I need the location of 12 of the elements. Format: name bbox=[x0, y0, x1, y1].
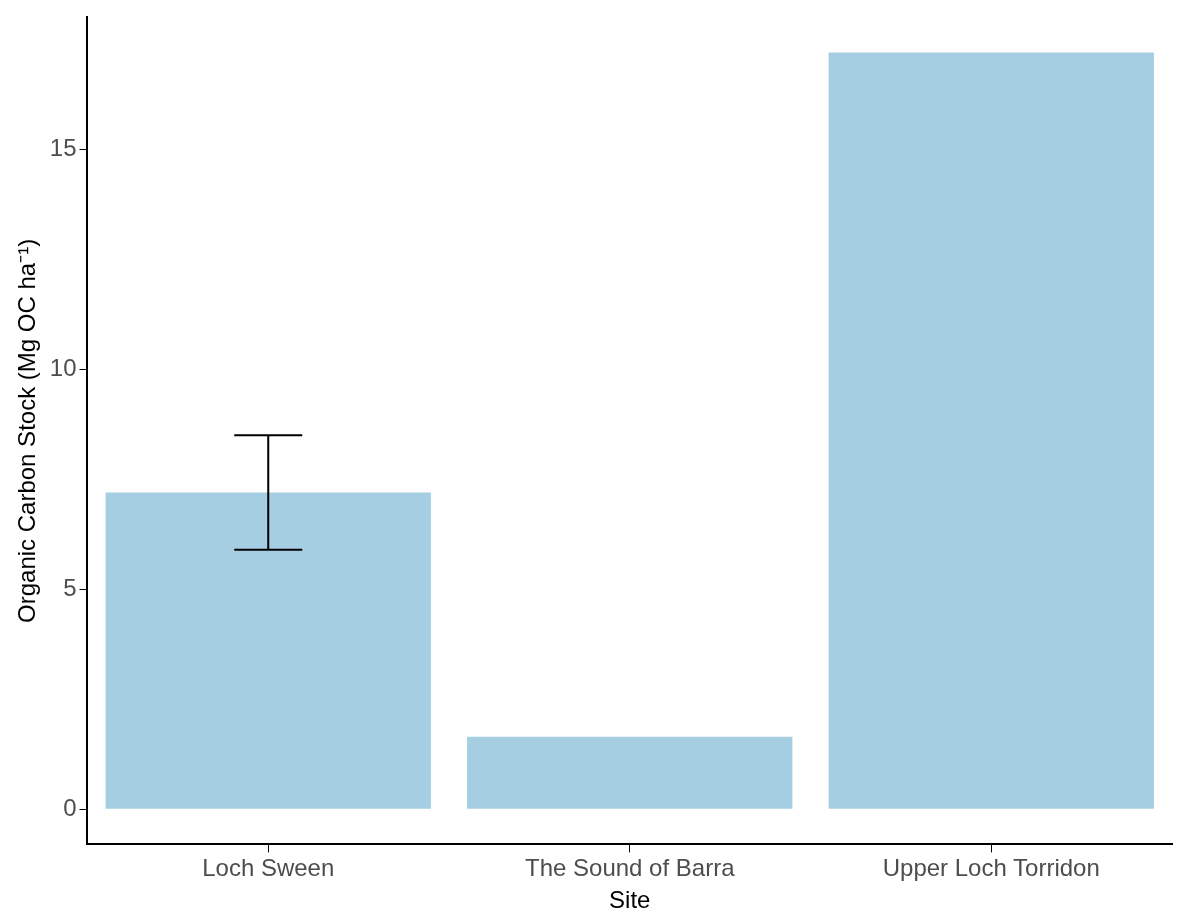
x-tick-label: Loch Sween bbox=[202, 854, 335, 882]
y-tick-label: 5 bbox=[63, 573, 77, 601]
y-tick-label: 15 bbox=[49, 133, 77, 161]
bar bbox=[467, 736, 793, 809]
y-tick-label: 10 bbox=[49, 353, 77, 381]
bar bbox=[828, 52, 1154, 809]
x-tick-label: Upper Loch Torridon bbox=[882, 854, 1100, 882]
y-axis-title: Organic Carbon Stock (Mg OC ha⁻¹) bbox=[13, 238, 41, 623]
x-tick-label: The Sound of Barra bbox=[525, 854, 736, 882]
y-tick-label: 0 bbox=[63, 793, 77, 821]
x-axis-title: Site bbox=[609, 886, 651, 914]
bar bbox=[105, 492, 431, 809]
